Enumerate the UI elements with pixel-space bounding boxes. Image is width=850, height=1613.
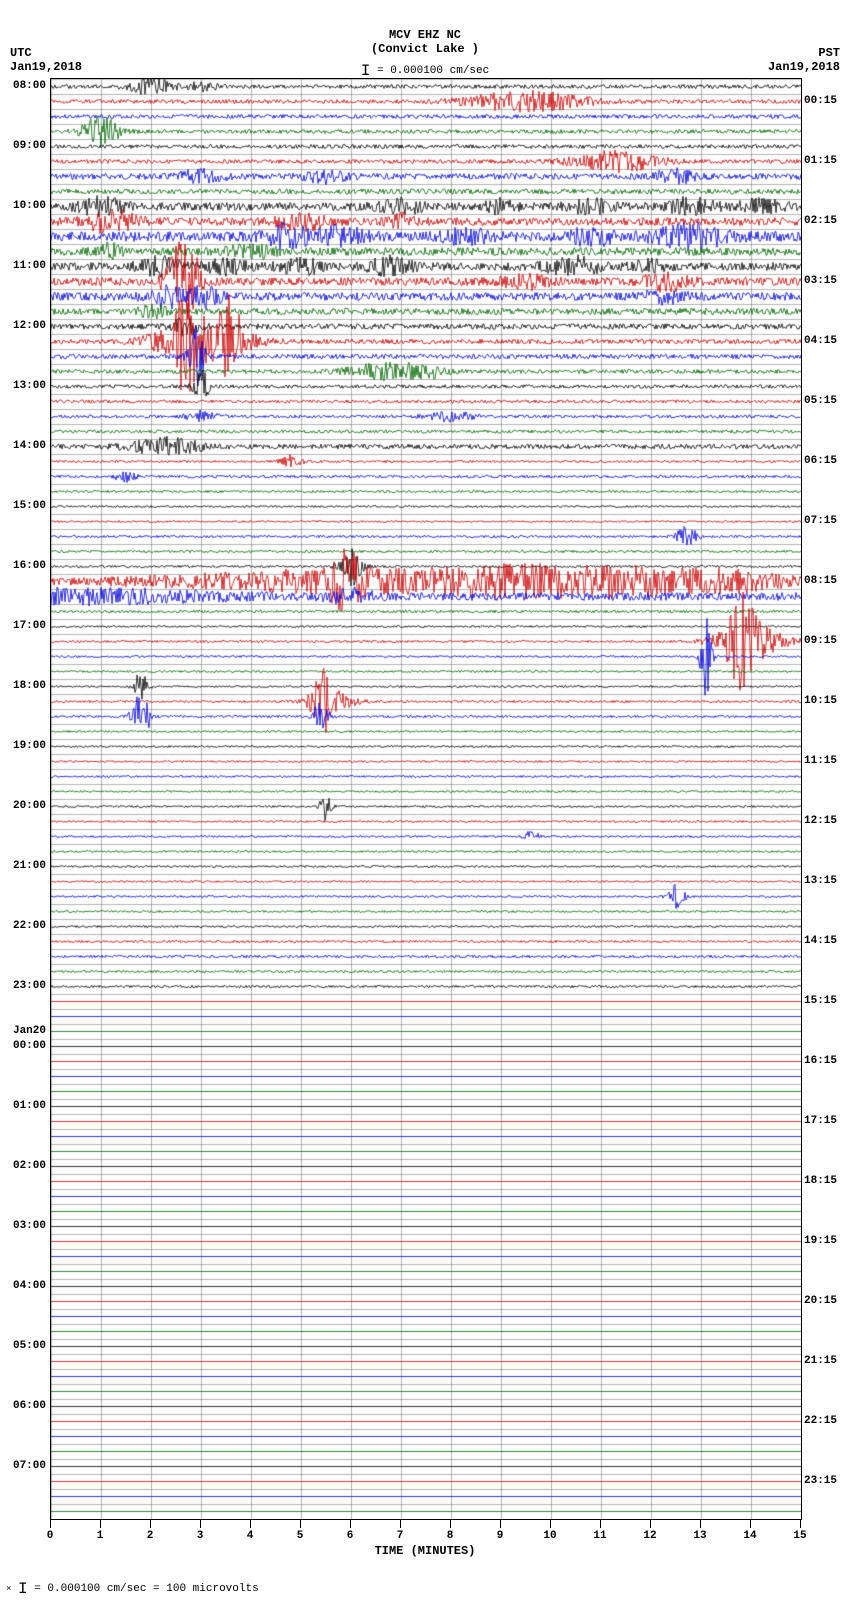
utc-time-label: 17:00 xyxy=(13,620,46,632)
pst-time-label: 01:15 xyxy=(804,155,837,167)
x-tick-mark xyxy=(400,1520,401,1528)
utc-time-label: 05:00 xyxy=(13,1340,46,1352)
utc-time-label: 04:00 xyxy=(13,1280,46,1292)
x-axis-label: TIME (MINUTES) xyxy=(50,1544,800,1558)
title-block: MCV EHZ NC (Convict Lake ) xyxy=(0,28,850,56)
utc-time-label: 11:00 xyxy=(13,260,46,272)
x-tick-label: 12 xyxy=(643,1530,656,1542)
x-tick-mark xyxy=(350,1520,351,1528)
utc-time-label: Jan20 xyxy=(13,1025,46,1037)
utc-time-label: 00:00 xyxy=(13,1040,46,1052)
x-tick-label: 2 xyxy=(147,1530,154,1542)
pst-time-label: 10:15 xyxy=(804,695,837,707)
pst-time-label: 15:15 xyxy=(804,995,837,1007)
utc-time-label: 10:00 xyxy=(13,200,46,212)
pst-time-label: 14:15 xyxy=(804,935,837,947)
x-tick-mark xyxy=(100,1520,101,1528)
x-tick-label: 3 xyxy=(197,1530,204,1542)
pst-time-label: 16:15 xyxy=(804,1055,837,1067)
pst-time-label: 08:15 xyxy=(804,575,837,587)
pst-time-label: 12:15 xyxy=(804,815,837,827)
pst-time-label: 07:15 xyxy=(804,515,837,527)
x-tick-mark xyxy=(600,1520,601,1528)
date-right: Jan19,2018 xyxy=(768,60,840,74)
utc-time-label: 15:00 xyxy=(13,500,46,512)
x-tick-label: 6 xyxy=(347,1530,354,1542)
utc-time-label: 20:00 xyxy=(13,800,46,812)
utc-time-label: 19:00 xyxy=(13,740,46,752)
pst-hour-labels: 00:15 01:15 02:15 03:15 04:15 05:15 06:15 07:15… xyxy=(804,78,850,1520)
pst-time-label: 06:15 xyxy=(804,455,837,467)
x-tick-label: 13 xyxy=(693,1530,706,1542)
pst-time-label: 04:15 xyxy=(804,335,837,347)
x-tick-mark xyxy=(250,1520,251,1528)
x-tick-label: 1 xyxy=(97,1530,104,1542)
pst-time-label: 00:15 xyxy=(804,95,837,107)
x-tick-label: 4 xyxy=(247,1530,254,1542)
utc-time-label: 23:00 xyxy=(13,980,46,992)
pst-time-label: 22:15 xyxy=(804,1415,837,1427)
x-tick-label: 11 xyxy=(593,1530,606,1542)
x-tick-mark xyxy=(150,1520,151,1528)
pst-time-label: 09:15 xyxy=(804,635,837,647)
station-line1: MCV EHZ NC xyxy=(0,28,850,42)
x-axis: TIME (MINUTES) 0123456789101112131415 xyxy=(50,1520,800,1560)
x-tick-label: 0 xyxy=(47,1530,54,1542)
utc-time-label: 14:00 xyxy=(13,440,46,452)
pst-time-label: 21:15 xyxy=(804,1355,837,1367)
utc-time-label: 03:00 xyxy=(13,1220,46,1232)
footer: × I = 0.000100 cm/sec = 100 microvolts xyxy=(6,1580,850,1598)
x-tick-mark xyxy=(650,1520,651,1528)
tz-right-block: PST Jan19,2018 xyxy=(768,46,840,74)
x-tick-label: 10 xyxy=(543,1530,556,1542)
utc-hour-labels: 08:00 09:00 10:00 11:00 12:00 13:00 14:00 15:00… xyxy=(0,78,46,1520)
utc-time-label: 13:00 xyxy=(13,380,46,392)
x-tick-label: 15 xyxy=(793,1530,806,1542)
pst-time-label: 13:15 xyxy=(804,875,837,887)
pst-time-label: 18:15 xyxy=(804,1175,837,1187)
station-line2: (Convict Lake ) xyxy=(0,42,850,56)
utc-time-label: 12:00 xyxy=(13,320,46,332)
plot-area: 08:0009:0010:0011:0012:0013:0014:0015:00… xyxy=(50,78,800,1520)
utc-time-label: 08:00 xyxy=(13,80,46,92)
utc-time-label: 07:00 xyxy=(13,1460,46,1472)
x-tick-mark xyxy=(200,1520,201,1528)
pst-time-label: 11:15 xyxy=(804,755,837,767)
x-tick-label: 14 xyxy=(743,1530,756,1542)
utc-time-label: 02:00 xyxy=(13,1160,46,1172)
utc-time-label: 16:00 xyxy=(13,560,46,572)
x-tick-label: 5 xyxy=(297,1530,304,1542)
pst-time-label: 19:15 xyxy=(804,1235,837,1247)
utc-time-label: 06:00 xyxy=(13,1400,46,1412)
utc-time-label: 18:00 xyxy=(13,680,46,692)
utc-time-label: 22:00 xyxy=(13,920,46,932)
tz-right: PST xyxy=(768,46,840,60)
x-tick-mark xyxy=(500,1520,501,1528)
utc-time-label: 21:00 xyxy=(13,860,46,872)
helicorder-canvas xyxy=(50,78,802,1520)
pst-time-label: 23:15 xyxy=(804,1475,837,1487)
pst-time-label: 17:15 xyxy=(804,1115,837,1127)
x-tick-mark xyxy=(50,1520,51,1528)
x-tick-mark xyxy=(750,1520,751,1528)
x-tick-mark xyxy=(450,1520,451,1528)
x-tick-mark xyxy=(550,1520,551,1528)
x-tick-label: 8 xyxy=(447,1530,454,1542)
x-tick-label: 7 xyxy=(397,1530,404,1542)
x-tick-mark xyxy=(700,1520,701,1528)
pst-time-label: 20:15 xyxy=(804,1295,837,1307)
x-tick-mark xyxy=(800,1520,801,1528)
utc-time-label: 09:00 xyxy=(13,140,46,152)
x-tick-label: 9 xyxy=(497,1530,504,1542)
pst-time-label: 02:15 xyxy=(804,215,837,227)
utc-time-label: 01:00 xyxy=(13,1100,46,1112)
pst-time-label: 05:15 xyxy=(804,395,837,407)
chart-header: UTC Jan19,2018 MCV EHZ NC (Convict Lake … xyxy=(0,0,850,78)
x-tick-mark xyxy=(300,1520,301,1528)
pst-time-label: 03:15 xyxy=(804,275,837,287)
